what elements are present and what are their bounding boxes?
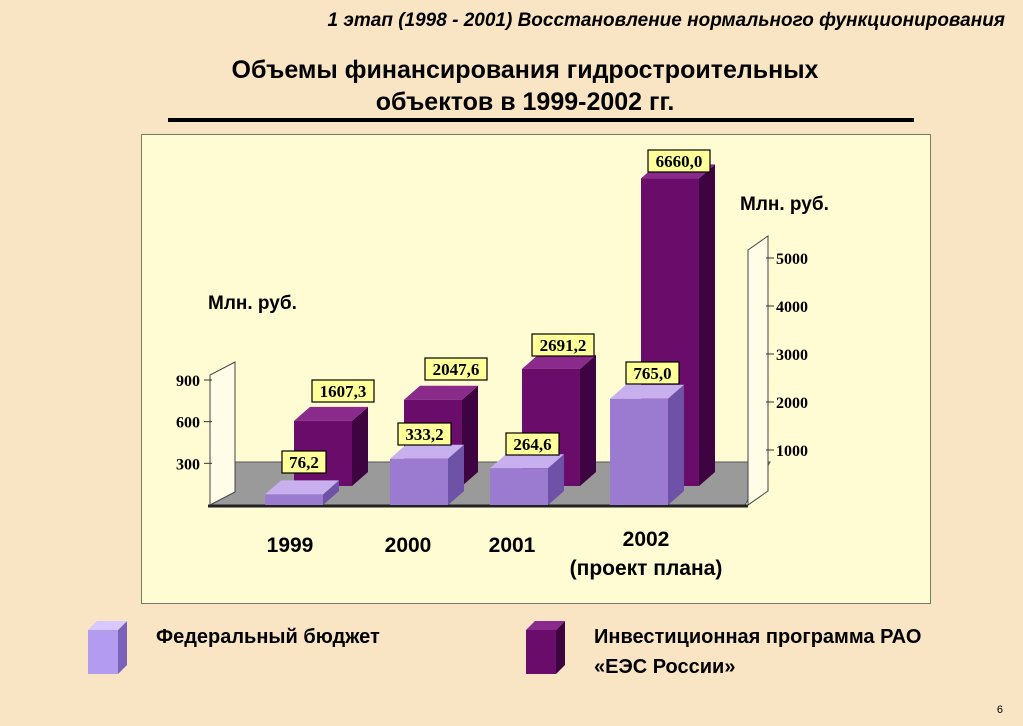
investment-bar-1999-side bbox=[352, 406, 368, 486]
federal-budget-box-icon bbox=[88, 621, 127, 674]
investment-bar-2001-side bbox=[580, 354, 596, 486]
stage-header: 1 этап (1998 - 2001) Восстановление норм… bbox=[327, 10, 1005, 31]
right-axis-tick-label: 4000 bbox=[776, 299, 808, 316]
federal-value-label: 264,6 bbox=[513, 435, 551, 454]
federal-bar-2002 bbox=[610, 384, 684, 505]
right-axis-tick-label: 2000 bbox=[776, 395, 808, 412]
federal-bar-2002-top bbox=[610, 384, 684, 399]
slide-title: Объемы финансирования гидростроительных … bbox=[145, 54, 905, 118]
left-axis-tick-label: 600 bbox=[176, 415, 200, 432]
federal-bar-2001-front bbox=[490, 468, 548, 505]
investment-box-icon bbox=[526, 621, 565, 674]
title-line-2: объектов в 1999-2002 гг. bbox=[375, 88, 675, 116]
category-label: 2001 bbox=[489, 534, 536, 557]
category-label: 2000 bbox=[385, 534, 432, 557]
federal-bar-2000-top bbox=[390, 444, 464, 459]
federal-budget-box-icon-front bbox=[88, 630, 118, 674]
investment-value-label-box bbox=[311, 379, 375, 403]
investment-bar-2000-top bbox=[404, 385, 478, 400]
federal-value-label-box bbox=[505, 432, 560, 456]
federal-budget-box-icon-top bbox=[88, 621, 127, 630]
investment-bar-1999-top bbox=[294, 406, 368, 421]
federal-bar-2001-side bbox=[548, 454, 564, 505]
federal-value-label-box bbox=[397, 422, 452, 446]
investment-box-icon-top bbox=[526, 621, 565, 630]
federal-bar-1999-top bbox=[265, 480, 339, 495]
investment-box-icon-side bbox=[556, 621, 565, 674]
investment-value-label: 1607,3 bbox=[320, 382, 367, 401]
federal-bar-2002-side bbox=[668, 384, 684, 505]
right-axis-wall bbox=[747, 235, 769, 506]
federal-value-label: 765,0 bbox=[633, 364, 671, 383]
federal-bar-2000-side bbox=[448, 444, 464, 505]
investment-bar-1999 bbox=[294, 406, 368, 486]
left-axis-wall bbox=[209, 361, 236, 506]
right-axis-unit: Млн. руб. bbox=[740, 194, 829, 215]
investment-value-label: 2047,6 bbox=[433, 360, 480, 379]
right-axis-tick-label: 3000 bbox=[776, 347, 808, 364]
investment-value-label-box bbox=[424, 357, 488, 381]
right-axis-tick-label: 1000 bbox=[776, 443, 808, 460]
category-label: 2002 bbox=[623, 528, 670, 551]
federal-bar-2000 bbox=[390, 444, 464, 505]
federal-bar-1999 bbox=[265, 480, 339, 505]
investment-value-label-box bbox=[647, 149, 711, 173]
federal-bar-2001-top bbox=[490, 454, 564, 469]
federal-value-label: 76,2 bbox=[289, 453, 319, 472]
investment-value-label-box bbox=[531, 333, 595, 357]
right-axis-tick-label: 5000 bbox=[776, 251, 808, 268]
federal-value-label-box bbox=[281, 450, 327, 474]
left-axis-tick-label: 900 bbox=[176, 373, 200, 390]
page-number: 6 bbox=[996, 704, 1003, 716]
federal-value-label-box bbox=[625, 361, 680, 385]
investment-value-label: 2691,2 bbox=[540, 336, 587, 355]
investment-box-icon-front bbox=[526, 630, 556, 674]
federal-bar-2001 bbox=[490, 454, 564, 505]
title-underline bbox=[168, 118, 914, 122]
legend-label-federal: Федеральный бюджет bbox=[156, 626, 380, 648]
federal-bar-1999-side bbox=[323, 480, 339, 505]
legend-label-investment: Инвестиционная программа РАО «ЕЭС России… bbox=[594, 626, 922, 678]
left-axis-unit: Млн. руб. bbox=[208, 293, 297, 314]
federal-bar-2002-front bbox=[610, 398, 668, 505]
title-line-1: Объемы финансирования гидростроительных bbox=[231, 56, 819, 84]
investment-value-label: 6660,0 bbox=[656, 152, 703, 171]
investment-bar-2000-side bbox=[462, 385, 478, 486]
investment-bar-2001-top bbox=[522, 354, 596, 369]
category-label: 1999 bbox=[267, 534, 314, 557]
federal-bar-1999-front bbox=[265, 494, 323, 505]
investment-bar-2002-side bbox=[699, 164, 715, 486]
category-sublabel: (проект плана) bbox=[570, 557, 723, 580]
federal-value-label: 333,2 bbox=[405, 425, 443, 444]
left-axis-tick-label: 300 bbox=[176, 456, 200, 473]
federal-budget-box-icon-side bbox=[118, 621, 127, 674]
federal-bar-2000-front bbox=[390, 458, 448, 505]
